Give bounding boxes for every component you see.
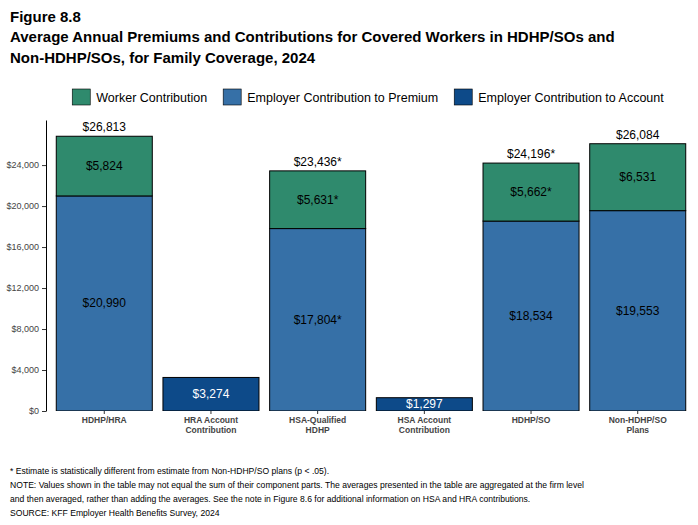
bar-segment	[590, 211, 686, 411]
y-tick-mark	[42, 165, 46, 166]
bar-segment	[163, 377, 259, 411]
legend-item: Employer Contribution to Premium	[223, 89, 438, 105]
chart: Figure 8.8 Average Annual Premiums and Co…	[0, 0, 698, 525]
y-tick: $12,000	[6, 283, 46, 293]
title: Average Annual Premiums and Contribution…	[10, 28, 615, 66]
data-label: $5,631*	[297, 193, 339, 207]
y-tick-mark	[42, 411, 46, 412]
y-tick-label: $24,000	[6, 160, 39, 170]
footnote: and then averaged, rather than adding th…	[10, 494, 530, 504]
y-tick-mark	[42, 329, 46, 330]
total-label: $23,436*	[294, 155, 342, 169]
y-axis: $0 $4,000 $8,000 $12,000 $16,000 $20,000 $24,0…	[6, 121, 46, 417]
data-label: $5,662*	[510, 185, 552, 199]
y-axis-line	[46, 121, 47, 412]
bar-segment	[56, 196, 152, 411]
total-label: $24,196*	[507, 147, 555, 161]
bar-segment	[483, 221, 579, 411]
data-label: $18,534	[509, 309, 553, 323]
y-tick: $20,000	[6, 201, 46, 211]
x-tick-label: Non-HDHP/SOPlans	[609, 415, 667, 435]
data-label: $1,297	[406, 397, 443, 411]
data-label: $20,990	[83, 296, 127, 310]
y-tick-mark	[42, 370, 46, 371]
total-label: $26,813	[83, 120, 127, 134]
x-tick-mark	[637, 411, 638, 414]
data-labels: $3,274 $1,297 $20,990 $17,804* $18,534 $19,55…	[83, 120, 660, 411]
legend-label: Employer Contribution to Premium	[247, 91, 438, 105]
total-label: $26,084	[616, 128, 660, 142]
x-tick-mark	[424, 411, 425, 414]
legend-item: Worker Contribution	[72, 89, 207, 105]
footnote: * Estimate is statistically different fr…	[10, 466, 329, 476]
legend: Worker Contribution Employer Contribution…	[72, 89, 664, 105]
bar-segment	[376, 398, 472, 411]
bar-segment	[590, 144, 686, 211]
legend-swatch	[72, 89, 90, 105]
y-tick: $16,000	[6, 242, 46, 252]
footnote: SOURCE: KFF Employer Health Benefits Sur…	[10, 508, 220, 518]
y-tick: $24,000	[6, 160, 46, 170]
y-tick-mark	[42, 206, 46, 207]
x-tick: HSA-QualifiedHDHP	[289, 411, 346, 435]
x-tick-label: HDHP/HRA	[82, 415, 127, 425]
x-tick-label: HSA-QualifiedHDHP	[289, 415, 346, 435]
y-tick-label: $16,000	[6, 242, 39, 252]
legend-swatch	[223, 89, 241, 105]
x-tick-label: HRA AccountContribution	[184, 415, 238, 435]
y-tick: $8,000	[11, 324, 46, 334]
legend-item: Employer Contribution to Account	[454, 89, 664, 105]
x-tick-mark	[317, 411, 318, 414]
legend-label: Employer Contribution to Account	[478, 91, 664, 105]
data-label: $19,553	[616, 304, 660, 318]
y-tick: $0	[29, 406, 46, 416]
data-label: $5,824	[86, 159, 123, 173]
y-tick: $4,000	[11, 365, 46, 375]
bar-segment	[56, 136, 152, 196]
data-label: $6,531	[619, 170, 656, 184]
figure-label: Figure 8.8	[10, 8, 81, 25]
x-tick: HDHP/HRA	[82, 411, 127, 425]
y-tick-mark	[42, 288, 46, 289]
legend-swatch	[454, 89, 472, 105]
y-tick-mark	[42, 247, 46, 248]
bars	[56, 136, 685, 411]
bar-segment	[270, 229, 366, 411]
legend-label: Worker Contribution	[96, 91, 207, 105]
y-tick-label: $4,000	[11, 365, 39, 375]
y-tick-label: $0	[29, 406, 39, 416]
x-tick-mark	[104, 411, 105, 414]
y-tick-label: $12,000	[6, 283, 39, 293]
x-tick-label: HDHP/SO	[512, 415, 551, 425]
x-tick-mark	[210, 411, 211, 414]
y-tick-label: $8,000	[11, 324, 39, 334]
x-tick-mark	[531, 411, 532, 414]
x-tick: HDHP/SO	[512, 411, 551, 425]
x-tick: HRA AccountContribution	[184, 411, 238, 435]
x-axis: HDHP/HRA HRA AccountContribution HSA-Quali…	[82, 411, 667, 435]
bar-segment	[483, 163, 579, 221]
x-tick-label: HSA AccountContribution	[398, 415, 452, 435]
bar-segment	[270, 171, 366, 229]
footnote: NOTE: Values shown in the table may not …	[10, 480, 584, 490]
data-label: $3,274	[193, 387, 230, 401]
x-tick: Non-HDHP/SOPlans	[609, 411, 667, 435]
data-label: $17,804*	[294, 313, 342, 327]
x-tick: HSA AccountContribution	[398, 411, 452, 435]
y-tick-label: $20,000	[6, 201, 39, 211]
